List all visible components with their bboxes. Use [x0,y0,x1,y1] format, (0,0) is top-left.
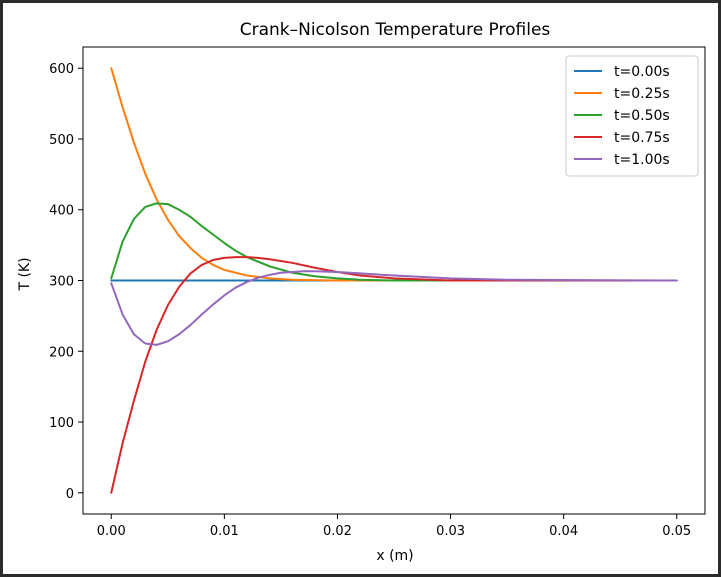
y-tick-label: 300 [49,275,74,290]
chart-svg: Crank–Nicolson Temperature Profiles 0.00… [17,20,706,564]
x-axis-label: x (m) [376,548,413,564]
chart-title: Crank–Nicolson Temperature Profiles [240,20,551,40]
series-line-3 [110,256,678,494]
y-tick-label: 0 [66,487,74,502]
x-tick-label: 0.01 [210,524,239,539]
legend-label-0: t=0.00s [614,64,670,80]
series-line-1 [110,67,678,282]
x-tick-label: 0.02 [323,524,352,539]
axes: 0.00 0.01 0.02 0.03 0.04 0.05 0 100 200 300 400 500… [49,46,706,539]
legend-label-3: t=0.75s [614,130,670,146]
plot-area [110,67,678,494]
series-line-2 [110,202,678,282]
x-tick-label: 0.00 [97,524,126,539]
y-tick-label: 400 [49,204,74,219]
x-tick-label: 0.05 [662,524,691,539]
x-tick-label: 0.03 [436,524,465,539]
y-tick-label: 200 [49,345,74,360]
legend-box [565,55,699,177]
legend: t=0.00s t=0.25s t=0.50s t=0.75s t=1.00s [565,55,699,177]
legend-label-1: t=0.25s [614,86,670,102]
y-axis-label: T (K) [17,257,33,291]
y-tick-label: 600 [49,62,74,77]
legend-label-2: t=0.50s [614,108,670,124]
series-line-4 [110,270,678,346]
x-tick-label: 0.04 [549,524,578,539]
chart-figure: Crank–Nicolson Temperature Profiles 0.00… [3,3,718,574]
legend-label-4: t=1.00s [614,152,670,168]
y-tick-label: 100 [49,416,74,431]
y-tick-label: 500 [49,133,74,148]
